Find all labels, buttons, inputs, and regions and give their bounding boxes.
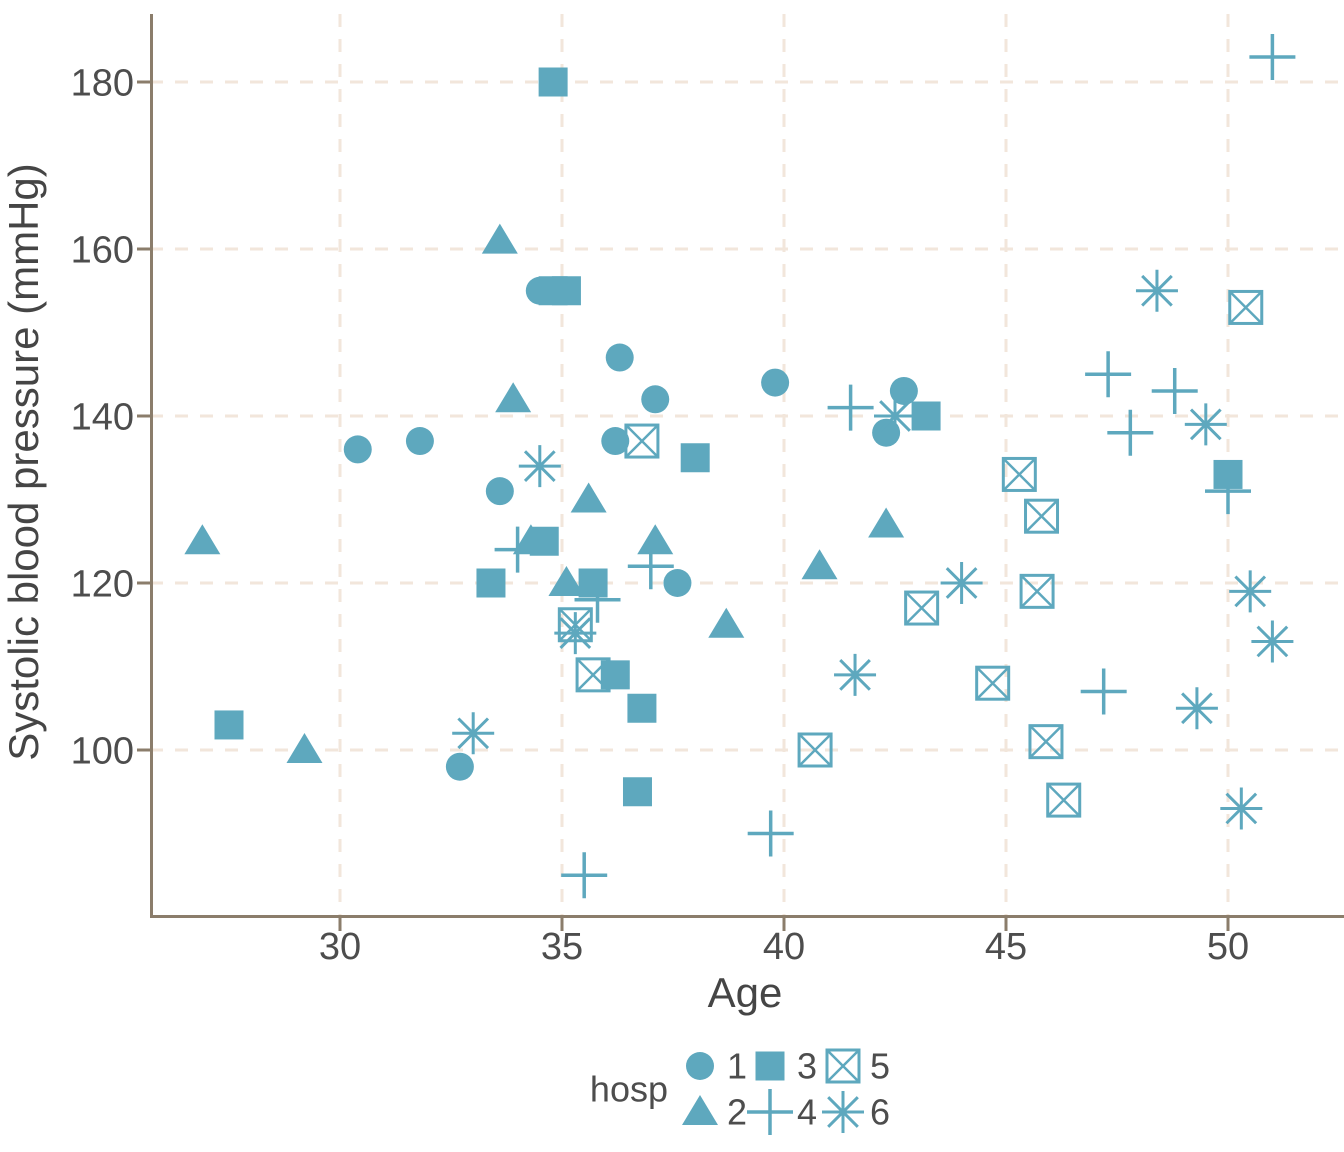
axes xyxy=(137,14,1344,931)
legend-entry-label: 1 xyxy=(727,1046,747,1087)
y-tick-label: 160 xyxy=(71,229,134,271)
legend-entry-5: 5 xyxy=(825,1046,890,1087)
y-tick-label: 100 xyxy=(71,730,134,772)
legend: hosp 1 2 3 4 5 6 xyxy=(590,1046,890,1135)
legend-entry-3: 3 xyxy=(755,1046,817,1087)
legend-entry-4: 4 xyxy=(747,1089,817,1135)
x-tick-label: 35 xyxy=(541,926,583,968)
x-tick-label: 40 xyxy=(763,926,805,968)
legend-entry-1: 1 xyxy=(686,1046,747,1087)
y-tick-label: 140 xyxy=(71,396,134,438)
y-axis-title: Systolic blood pressure (mmHg) xyxy=(0,163,47,761)
y-tick-label: 180 xyxy=(71,62,134,104)
x-tick-label: 30 xyxy=(319,926,361,968)
x-tick-label: 50 xyxy=(1207,926,1249,968)
data-points xyxy=(184,33,1296,899)
legend-entry-2: 2 xyxy=(682,1092,747,1133)
legend-entry-label: 2 xyxy=(727,1092,747,1133)
x-tick-label: 45 xyxy=(985,926,1027,968)
x-axis-title: Age xyxy=(708,969,783,1016)
legend-title: hosp xyxy=(590,1069,668,1110)
series-hosp-6 xyxy=(452,269,1294,830)
tick-labels: 30 35 40 45 50 100 120 140 160 180 xyxy=(71,62,1250,968)
series-hosp-5 xyxy=(557,289,1264,818)
y-tick-label: 120 xyxy=(71,563,134,605)
legend-entry-label: 3 xyxy=(797,1046,817,1087)
legend-entry-6: 6 xyxy=(822,1091,890,1133)
legend-items: 1 2 3 4 5 6 xyxy=(682,1046,890,1135)
series-hosp-4 xyxy=(494,33,1296,899)
legend-entry-label: 4 xyxy=(797,1092,817,1133)
series-hosp-3 xyxy=(214,67,1243,807)
legend-entry-label: 5 xyxy=(870,1046,890,1087)
legend-entry-label: 6 xyxy=(870,1092,890,1133)
gridlines xyxy=(150,14,1344,915)
